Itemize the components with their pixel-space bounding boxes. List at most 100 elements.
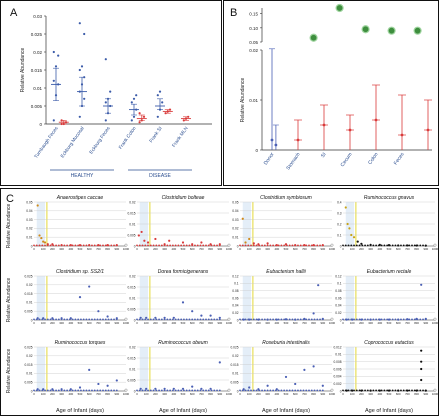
panel-c-open-point [433,388,437,392]
panel-c-x-tick-label: 0 [342,392,344,396]
panel-c-baseline-point [299,318,302,321]
panel-c-baseline-point [183,318,185,321]
panel-c-x-tick-label: 500 [284,247,289,251]
panel-c-baseline-point [185,318,188,321]
panel-c-baseline-point [80,389,82,392]
panel-c-baseline-point [400,389,402,392]
panel-c-baseline-point [358,244,361,247]
panel-c-open-point [227,243,231,247]
panel-c-baseline-point [299,389,302,392]
panel-a-frame [0,0,222,186]
panel-c-baseline-point [113,244,115,247]
panel-c-baseline-point [353,389,355,392]
panel-c-x-tick-label: 700 [96,392,101,396]
panel-c-baseline-point [149,389,152,392]
panel-c-baseline-point [91,244,93,247]
panel-c-point [352,236,356,239]
panel-c-x-tick-label: 600 [293,247,298,251]
panel-a-point [57,83,60,86]
panel-a-point [109,104,112,108]
panel-c-baseline-point [244,244,247,247]
panel-c-open-point [330,317,334,321]
panel-c-point [241,217,244,220]
panel-c-baseline-point [218,389,221,392]
panel-c-baseline-point [250,318,252,321]
panel-a-point [142,115,146,118]
panel-c-baseline-point [355,318,358,321]
panel-b-letter: B [230,7,237,19]
panel-c-x-tick-label: 0 [33,247,35,251]
panel-c-point [181,301,185,304]
panel-c-point [140,230,143,234]
panel-c-y-tick-label: 0.015 [231,363,239,367]
panel-c-baseline-point [386,244,389,247]
panel-a-point [106,97,110,100]
panel-c-baseline-point [408,318,411,321]
panel-c-point [348,227,351,230]
panel-c-baseline-point [321,389,324,392]
panel-c-x-tick-label: 200 [153,321,158,325]
panel-c-baseline-point [247,389,250,392]
panel-a-y-tick-label: 0.005 [31,104,43,109]
panel-c-baseline-point [169,244,172,247]
panel-c-baseline-point [207,318,210,321]
panel-b-red-point [374,118,378,122]
panel-c-point [346,222,349,226]
panel-c-baseline-point [46,244,49,247]
panel-c-baseline-point [171,244,174,247]
panel-c-baseline-point [344,318,347,321]
panel-a-point [104,58,107,61]
panel-c-x-tick-label: 300 [59,247,64,251]
panel-c-baseline-point [299,244,302,247]
panel-c-x-axis-title: Age of Infant (days) [159,408,207,414]
panel-c-baseline-point [286,389,288,392]
panel-c-x-tick-label: 400 [377,321,382,325]
panel-c-subplot: Clostridium sp. SS2/1 0 0.005 0.01 0.015 0.02… [25,269,130,325]
panel-c-x-tick-label: 400 [274,392,279,396]
panel-c-point [78,386,82,389]
panel-c-baseline-point [400,318,402,321]
panel-c-x-tick-label: 400 [68,247,73,251]
panel-a-group-label: DISEASE [149,173,171,179]
panel-c-baseline-point [38,244,41,247]
panel-c-x-tick-label: 600 [87,321,92,325]
panel-c-baseline-point [66,389,69,392]
panel-c-x-tick-label: 700 [96,247,101,251]
panel-c-point [143,239,146,242]
panel-c-baseline-point [210,318,213,321]
panel-c-y-tick-label: 0 [237,318,239,322]
panel-c-baseline-point [49,389,52,392]
panel-c-x-tick-label: 900 [114,247,119,251]
panel-c-point [181,387,185,390]
panel-c-baseline-point [171,389,174,392]
panel-c-baseline-point [369,244,372,247]
panel-c-point [97,310,100,313]
panel-c-x-tick-label: 400 [377,392,382,396]
panel-c-baseline-point [82,244,85,247]
panel-c-x-tick-label: 100 [41,321,46,325]
panel-c-baseline-point [163,389,166,392]
panel-c-baseline-point [163,244,166,247]
panel-c-baseline-point [196,244,199,247]
panel-b-chart: 0 0.01 0.02 0.05 0.10 0.15 Relative Abundance D… [240,3,432,171]
panel-c-baseline-point [252,389,255,392]
panel-c-baseline-point [93,244,96,247]
panel-a-point [78,22,81,25]
panel-c-baseline-point [110,389,113,392]
panel-c-baseline-point [68,389,71,392]
panel-c-baseline-point [202,389,205,392]
panel-c-baseline-point [104,318,107,321]
panel-c-x-tick-label: 100 [247,321,252,325]
panel-a-point [166,110,169,113]
panel-c-x-tick-label: 900 [423,392,428,396]
panel-c-x-tick-label: 900 [114,321,119,325]
panel-c-x-tick-label: 0 [33,321,35,325]
panel-c-baseline-point [294,244,297,247]
panel-c-baseline-point [313,244,316,247]
panel-a-point [158,90,162,93]
panel-c-point [321,384,324,387]
panel-c-baseline-point [294,318,297,321]
panel-c-baseline-point [158,244,160,247]
panel-c-point [266,242,269,245]
panel-c-baseline-point [411,389,413,392]
